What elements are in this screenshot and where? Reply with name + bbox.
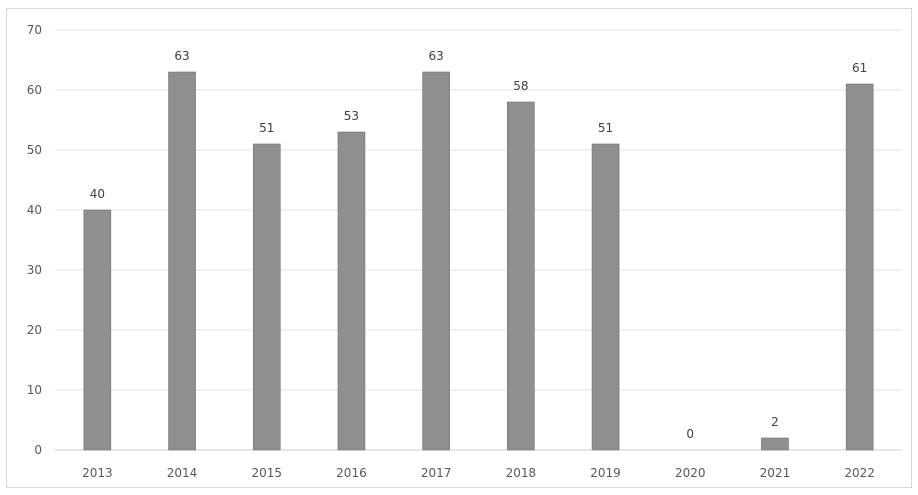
y-tick-label: 30	[27, 263, 42, 277]
y-tick-label: 40	[27, 203, 42, 217]
bar-2013	[83, 209, 112, 451]
bar-2022	[845, 83, 874, 451]
bar-2021	[761, 437, 789, 451]
gridlines	[55, 29, 902, 451]
chart-frame	[6, 8, 912, 488]
x-tick-label: 2017	[421, 466, 452, 480]
x-tick-label: 2015	[251, 466, 282, 480]
x-tick-label: 2018	[506, 466, 537, 480]
x-tick-label: 2013	[82, 466, 113, 480]
bar-2017	[422, 71, 450, 451]
x-tick-label: 2016	[336, 466, 367, 480]
data-label-2018: 58	[513, 79, 528, 93]
data-label-2020: 0	[686, 427, 694, 441]
bar-2019	[591, 143, 620, 451]
y-tick-label: 60	[27, 83, 42, 97]
bar-2018	[507, 101, 535, 451]
y-tick-label: 50	[27, 143, 42, 157]
data-label-2013: 40	[90, 187, 105, 201]
data-label-2022: 61	[852, 61, 867, 75]
data-label-2019: 51	[598, 121, 613, 135]
x-tick-label: 2022	[844, 466, 875, 480]
data-label-2021: 2	[771, 415, 779, 429]
data-label-2015: 51	[259, 121, 274, 135]
x-tick-label: 2021	[760, 466, 791, 480]
x-tick-label: 2014	[167, 466, 198, 480]
y-tick-label: 20	[27, 323, 42, 337]
y-axis-ticks: 0 10 20 30 40 50 60 70	[27, 23, 42, 457]
y-tick-label: 10	[27, 383, 42, 397]
data-label-2016: 53	[344, 109, 359, 123]
x-tick-label: 2019	[590, 466, 621, 480]
bar-2015	[252, 143, 281, 451]
bar-2016	[337, 131, 366, 451]
x-tick-label: 2020	[675, 466, 706, 480]
bar-2014	[168, 71, 196, 451]
data-labels: 40 63 51 53 63 58 51 0 2 61	[90, 49, 868, 441]
data-label-2014: 63	[174, 49, 189, 63]
y-tick-label: 0	[34, 443, 42, 457]
bars	[83, 71, 874, 451]
x-axis-ticks: 2013 2014 2015 2016 2017 2018 2019 2020 2021 2022	[82, 466, 875, 480]
y-tick-label: 70	[27, 23, 42, 37]
data-label-2017: 63	[429, 49, 444, 63]
